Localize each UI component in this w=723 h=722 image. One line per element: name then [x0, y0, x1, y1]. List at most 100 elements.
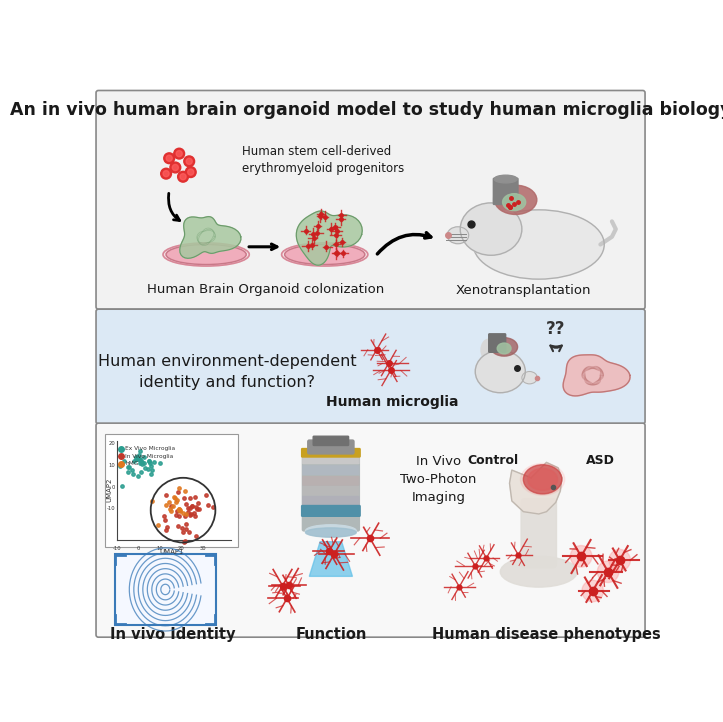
Ellipse shape [474, 210, 604, 279]
Point [200, 490, 212, 501]
Point [131, 451, 142, 462]
Ellipse shape [497, 343, 511, 354]
Text: ASD: ASD [586, 453, 615, 466]
Point [148, 456, 160, 468]
Ellipse shape [306, 528, 356, 537]
Point [179, 485, 190, 497]
Point [182, 506, 194, 518]
Point [185, 508, 197, 520]
Text: 30: 30 [200, 547, 206, 552]
Text: hMG: hMG [125, 461, 139, 466]
Point [134, 457, 146, 469]
Polygon shape [180, 217, 241, 258]
Text: 20: 20 [178, 547, 185, 552]
Point [114, 460, 126, 471]
Ellipse shape [500, 557, 577, 587]
Point [191, 503, 202, 515]
FancyBboxPatch shape [521, 499, 557, 568]
Point [173, 510, 184, 521]
Text: In Vivo
Two-Photon
Imaging: In Vivo Two-Photon Imaging [401, 455, 476, 504]
Point [179, 536, 190, 548]
Point [130, 453, 142, 465]
Text: 10: 10 [157, 547, 163, 552]
Ellipse shape [166, 245, 247, 264]
Text: ??: ?? [546, 320, 565, 338]
Point [174, 503, 185, 515]
Circle shape [164, 153, 174, 164]
Circle shape [172, 165, 179, 170]
Point [175, 505, 187, 517]
Ellipse shape [447, 227, 469, 244]
Point [189, 491, 200, 503]
Point [184, 510, 196, 521]
FancyBboxPatch shape [301, 505, 360, 516]
Point [180, 508, 192, 520]
Circle shape [609, 549, 630, 571]
Point [137, 456, 148, 468]
FancyBboxPatch shape [308, 440, 354, 454]
Point [202, 499, 214, 510]
Polygon shape [309, 542, 352, 576]
Point [173, 503, 184, 515]
Point [123, 466, 134, 477]
Circle shape [180, 174, 186, 180]
Point [152, 519, 163, 531]
Text: 20: 20 [108, 441, 115, 446]
Point [186, 500, 197, 511]
Circle shape [188, 169, 194, 175]
FancyBboxPatch shape [114, 554, 216, 625]
Point [155, 457, 166, 469]
FancyBboxPatch shape [313, 436, 348, 445]
Ellipse shape [521, 464, 565, 495]
Text: In vivo Identity: In vivo Identity [111, 627, 236, 643]
Point [132, 453, 144, 465]
Point [182, 503, 194, 514]
FancyBboxPatch shape [96, 90, 645, 309]
Circle shape [582, 580, 604, 601]
Point [167, 500, 179, 512]
Point [143, 455, 155, 466]
Point [193, 503, 205, 515]
Text: Human environment-dependent
identity and function?: Human environment-dependent identity and… [98, 354, 356, 390]
Point [142, 464, 154, 475]
Point [161, 500, 172, 511]
Point [171, 495, 183, 506]
Point [161, 490, 172, 501]
Text: Ex Vivo Microglia: Ex Vivo Microglia [125, 446, 176, 451]
Circle shape [163, 170, 169, 177]
Ellipse shape [523, 465, 562, 493]
Point [166, 505, 177, 517]
Point [181, 518, 192, 530]
Ellipse shape [163, 243, 249, 266]
Ellipse shape [522, 372, 537, 384]
Point [184, 526, 195, 538]
Point [184, 502, 196, 513]
Point [116, 480, 128, 492]
Ellipse shape [494, 175, 517, 183]
Point [119, 455, 130, 466]
Text: Human disease phenotypes: Human disease phenotypes [432, 627, 661, 643]
Point [176, 523, 187, 534]
Point [163, 497, 175, 508]
Ellipse shape [502, 193, 526, 211]
Point [181, 498, 192, 510]
Point [174, 504, 185, 516]
Text: In Vivo Microglia: In Vivo Microglia [125, 453, 174, 458]
Point [146, 465, 158, 477]
FancyBboxPatch shape [303, 497, 359, 505]
Point [135, 455, 147, 466]
Text: -10: -10 [113, 547, 121, 552]
Point [184, 492, 195, 503]
Ellipse shape [527, 469, 558, 490]
Point [177, 526, 189, 537]
Circle shape [178, 171, 189, 182]
Ellipse shape [491, 338, 518, 356]
FancyBboxPatch shape [303, 508, 359, 516]
Point [130, 452, 142, 464]
Point [134, 453, 145, 465]
FancyBboxPatch shape [303, 477, 359, 485]
Point [145, 469, 157, 480]
FancyBboxPatch shape [301, 448, 360, 457]
Text: -10: -10 [107, 506, 115, 511]
Point [170, 509, 181, 521]
